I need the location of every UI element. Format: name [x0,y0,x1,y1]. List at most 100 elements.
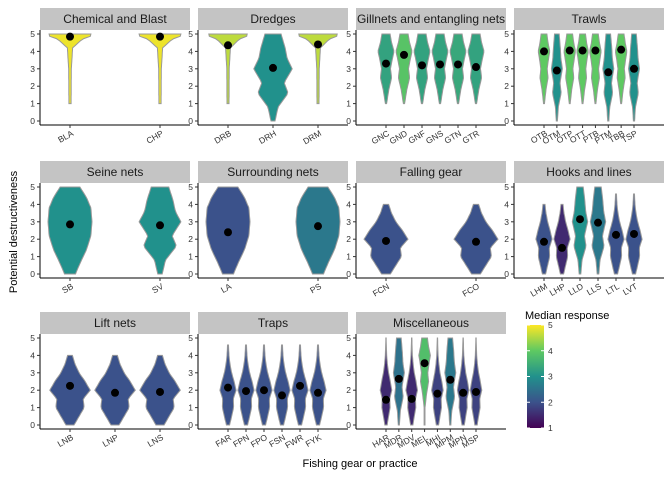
x-tick-label: TSP [620,128,640,145]
median-point-fpn [242,387,250,396]
x-tick-label: FCN [371,281,391,298]
x-axis-title: Fishing gear or practice [303,458,418,470]
median-point-gnc [382,59,390,68]
y-tick-label: 1 [346,252,351,262]
y-tick-label: 1 [30,403,35,413]
color-legend: 1 2 3 4 5 [527,320,553,433]
x-tick-label: LNB [56,432,76,449]
violin-otp [563,33,576,105]
y-tick-label: 5 [188,182,193,192]
y-tick-label: 3 [30,217,35,227]
y-tick-label: 2 [30,81,35,91]
y-tick-label: 3 [188,368,193,378]
y-tick-label: 4 [346,350,351,360]
median-point-drb [224,41,232,50]
violin-ott [576,33,589,105]
violin-lhp [553,203,571,275]
facet-strip [40,8,190,30]
y-tick-label: 3 [188,64,193,74]
y-tick-label: 5 [30,182,35,192]
violin-otm [550,33,563,122]
violin-gnc [377,33,395,105]
y-tick-label: 5 [346,29,351,39]
facet-title: Surrounding nets [227,165,318,179]
y-axis-title: Potential destructiveness [8,170,20,293]
y-tick-label: 5 [30,333,35,343]
median-point-ptm [604,68,613,77]
y-tick-label: 1 [30,252,35,262]
median-point-sb [66,220,74,229]
median-point-sv [156,221,164,230]
y-tick-label: 5 [188,29,193,39]
facet-panel: Falling gear 0 1 2 3 4 5 FCN FCO [346,161,506,299]
y-tick-label: 0 [188,420,193,430]
x-tick-label: LHM [528,281,549,299]
y-tick-label: 4 [188,350,193,360]
median-point-far [224,383,232,392]
y-tick-label: 5 [188,333,193,343]
median-point-ptb [591,46,600,55]
median-point-drh [269,63,277,72]
y-tick-label: 0 [30,420,35,430]
violin-otb [537,33,551,105]
y-tick-label: 2 [188,385,193,395]
legend-tick-label: 4 [548,346,553,356]
y-tick-label: 1 [188,252,193,262]
facet-strip [198,312,348,334]
y-tick-label: 4 [30,199,35,209]
facet-strip [514,8,664,30]
median-point-fco [472,237,480,246]
median-point-la [224,228,232,237]
facet-title: Dredges [250,12,295,26]
median-point-tbb [617,45,626,54]
median-point-lns [156,387,164,396]
median-point-otp [565,46,574,55]
median-point-lnp [111,388,119,397]
y-tick-label: 4 [188,199,193,209]
median-point-mhi [433,389,442,398]
legend-tick-label: 2 [548,397,553,407]
facet-title: Trawls [572,12,607,26]
y-tick-label: 0 [504,116,509,126]
legend-title: Median response [525,310,609,322]
median-point-mel [420,359,429,368]
y-tick-label: 0 [188,116,193,126]
y-tick-label: 0 [346,420,351,430]
y-tick-label: 5 [346,333,351,343]
facet-strip [356,8,506,30]
violin-gnd [395,33,413,105]
y-tick-label: 2 [30,385,35,395]
legend-tick-label: 3 [548,372,553,382]
median-point-ltl [612,230,620,239]
median-point-fyk [314,388,322,397]
y-tick-label: 1 [188,99,193,109]
x-tick-label: LLD [566,281,585,297]
facet-panel: Miscellaneous012345HARMDRMDVMELMHIMPMMPN… [346,312,506,451]
violin-drm [298,33,338,105]
median-point-mpn [459,388,468,397]
x-tick-label: SV [150,281,165,295]
y-tick-label: 4 [346,46,351,56]
y-tick-label: 0 [30,269,35,279]
facet-title: Traps [258,316,288,330]
violin-msp [469,337,483,426]
facet-title: Falling gear [400,165,463,179]
median-point-bla [66,32,74,41]
median-point-fwr [296,381,304,390]
facet-strip [40,312,190,334]
median-point-ps [314,222,322,231]
facet-strip [514,161,664,183]
x-tick-label: LVT [621,281,639,297]
y-tick-label: 1 [504,99,509,109]
x-tick-label: GTR [460,128,481,146]
median-point-lld [576,215,584,224]
x-tick-label: FYK [304,432,324,449]
y-tick-label: 1 [30,99,35,109]
y-tick-label: 3 [504,64,509,74]
y-tick-label: 0 [346,269,351,279]
y-tick-label: 3 [188,217,193,227]
median-point-tsp [630,64,638,73]
facet-panel: Dredges 0 1 2 3 4 5 DRB DRH DRM [188,8,348,146]
x-tick-label: DRB [212,128,233,146]
